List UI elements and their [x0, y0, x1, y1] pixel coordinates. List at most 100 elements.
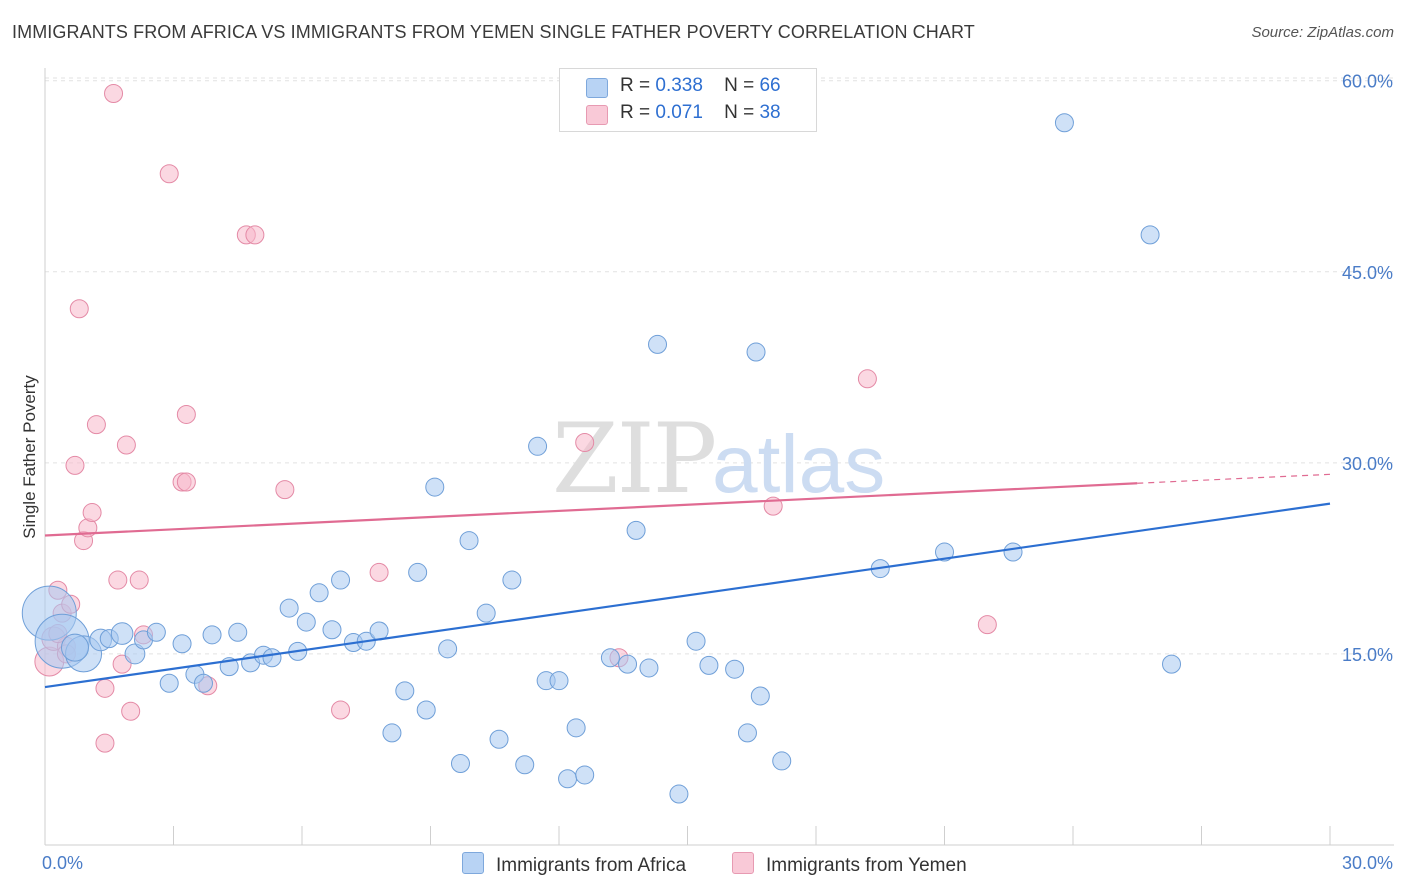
point-yemen-28 [245, 225, 265, 245]
point-africa-33 [425, 477, 445, 497]
point-yemen-31 [369, 562, 389, 582]
point-africa-37 [476, 603, 496, 623]
axis-layer [44, 68, 1394, 846]
point-africa-43 [549, 671, 569, 691]
y-tick-label-30: 30.0% [1342, 454, 1393, 474]
point-yemen-11 [82, 503, 102, 523]
point-africa-7 [124, 643, 146, 665]
bottom-legend-label-yemen: Immigrants from Yemen [766, 855, 967, 876]
point-yemen-7 [65, 455, 85, 475]
point-yemen-29 [275, 480, 295, 500]
bottom-legend-label-africa: Immigrants from Africa [496, 855, 687, 876]
point-africa-24 [322, 620, 342, 640]
bottom-legend-africa: Immigrants from Africa [462, 852, 686, 877]
legend-text-yemen: R = 0.071 N = 38 [620, 102, 781, 124]
x-tick-label-min: 0.0% [42, 853, 83, 873]
point-africa-53 [686, 631, 706, 651]
legend-swatch-africa [586, 78, 608, 98]
point-africa-25 [331, 570, 351, 590]
bottom-legend-swatch-africa [462, 852, 484, 874]
point-africa-31 [408, 562, 428, 582]
y-tick-label-15: 15.0% [1342, 645, 1393, 665]
point-yemen-12 [86, 415, 106, 435]
point-africa-44 [558, 769, 578, 789]
point-africa-52 [669, 784, 689, 804]
point-africa-46 [575, 765, 595, 785]
y-tick-labels: 15.0% 30.0% 45.0% 60.0% [1342, 72, 1393, 665]
point-yemen-35 [857, 369, 877, 389]
legend-yemen-r-value: 0.071 [655, 102, 703, 123]
point-yemen-36 [977, 615, 997, 635]
point-africa-6 [110, 622, 134, 645]
legend-africa-r-label: R = [620, 75, 651, 96]
point-africa-65 [1162, 654, 1182, 674]
point-africa-48 [618, 654, 638, 674]
point-africa-34 [438, 639, 458, 659]
legend: R = 0.338 N = 66 R = 0.071 N = 38 [559, 68, 817, 132]
point-africa-36 [459, 531, 479, 551]
point-yemen-24 [176, 472, 196, 492]
point-africa-29 [382, 723, 402, 743]
legend-yemen-r-label: R = [620, 102, 651, 123]
point-africa-45 [566, 718, 586, 738]
point-africa-54 [699, 655, 719, 675]
point-africa-28 [369, 621, 389, 641]
point-africa-63 [1054, 113, 1074, 133]
bottom-legend-yemen: Immigrants from Yemen [732, 852, 967, 877]
legend-yemen-n-label: N = [724, 102, 755, 123]
point-africa-14 [202, 625, 222, 645]
point-yemen-18 [116, 435, 136, 455]
y-axis-label: Single Father Poverty [20, 375, 39, 539]
legend-africa-r-value: 0.338 [655, 75, 703, 96]
point-africa-19 [262, 648, 282, 668]
y-tick-label-45: 45.0% [1342, 263, 1393, 283]
point-africa-55 [725, 659, 745, 679]
point-africa-38 [489, 729, 509, 749]
point-africa-16 [228, 622, 248, 642]
point-yemen-32 [575, 432, 595, 452]
y-tick-label-60: 60.0% [1342, 72, 1393, 92]
trend-line-africa [44, 502, 1331, 689]
watermark: ZIP atlas [552, 403, 885, 515]
point-africa-9 [146, 622, 166, 642]
watermark-zip: ZIP [552, 403, 715, 515]
point-africa-10 [159, 673, 179, 693]
point-africa-39 [502, 570, 522, 590]
point-africa-23 [309, 583, 329, 603]
bottom-legend-swatch-yemen [732, 852, 754, 874]
legend-text-africa: R = 0.338 N = 66 [620, 75, 781, 97]
point-africa-61 [935, 542, 954, 562]
point-africa-40 [515, 755, 535, 775]
point-africa-62 [1003, 542, 1023, 562]
point-yemen-8 [69, 299, 89, 319]
point-africa-3 [60, 633, 89, 662]
chart-title: IMMIGRANTS FROM AFRICA VS IMMIGRANTS FRO… [12, 22, 975, 42]
point-africa-30 [395, 681, 415, 701]
point-africa-56 [737, 723, 757, 743]
point-yemen-15 [104, 83, 124, 103]
trend-line-yemen-extension [1137, 473, 1331, 484]
point-africa-51 [648, 334, 668, 354]
point-africa-22 [296, 612, 316, 632]
point-yemen-16 [108, 570, 128, 590]
chart-source: Source: ZipAtlas.com [1251, 24, 1394, 41]
legend-yemen-n-value: 38 [759, 102, 781, 123]
legend-africa-n-label: N = [724, 75, 755, 96]
point-yemen-14 [95, 733, 115, 753]
point-africa-57 [746, 342, 766, 362]
point-yemen-22 [159, 164, 179, 184]
point-africa-58 [750, 686, 770, 706]
point-africa-64 [1140, 225, 1160, 245]
point-africa-11 [172, 634, 192, 654]
watermark-atlas: atlas [712, 419, 885, 510]
trend-line-yemen [44, 482, 1138, 537]
trend-layer [44, 473, 1331, 689]
point-yemen-20 [129, 570, 149, 590]
point-yemen-25 [176, 404, 196, 424]
point-africa-35 [450, 753, 470, 773]
legend-swatch-yemen [586, 105, 608, 125]
point-africa-41 [528, 436, 548, 456]
x-tick-label-max: 30.0% [1342, 853, 1393, 873]
point-africa-13 [193, 673, 213, 693]
